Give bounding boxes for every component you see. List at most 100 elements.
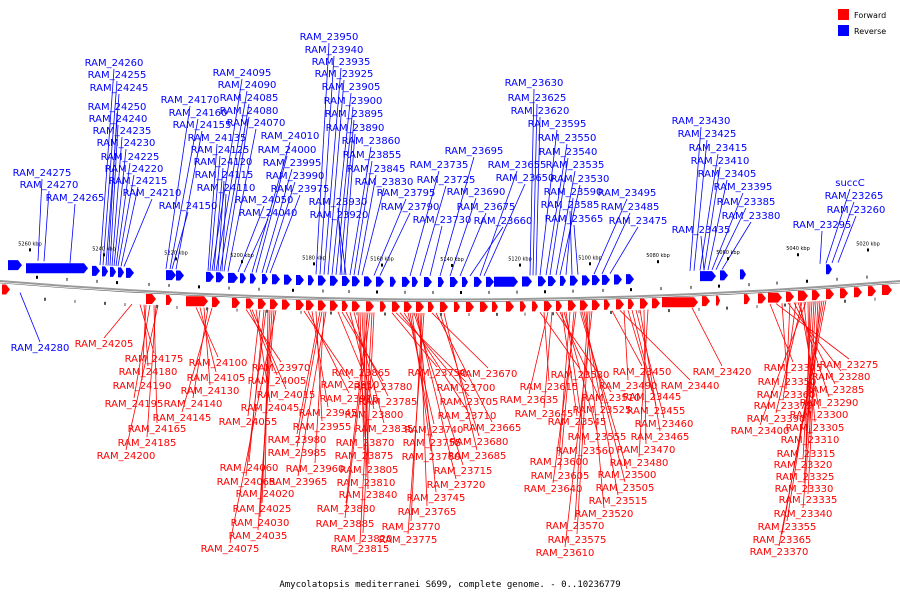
forward-gene-label: RAM_24020 <box>236 489 295 500</box>
track-tick <box>176 305 178 309</box>
forward-leader-line <box>799 302 820 410</box>
forward-leader-line <box>395 312 467 383</box>
forward-gene-label: RAM_23285 <box>806 385 865 396</box>
forward-gene-label: RAM_23750 <box>408 368 467 379</box>
reverse-gene-feature <box>538 276 546 287</box>
forward-gene-label: RAM_23840 <box>339 490 398 501</box>
scale-tick <box>657 260 659 264</box>
forward-gene-feature <box>840 288 848 299</box>
forward-gene-feature <box>592 300 600 311</box>
forward-leader-line <box>199 307 217 373</box>
forward-leader-line <box>539 312 581 370</box>
forward-leader-line <box>337 311 362 368</box>
forward-gene-feature <box>758 293 766 304</box>
reverse-gene-label: RAM_24010 <box>261 131 320 142</box>
scale-label: 5240 kbp <box>92 246 116 252</box>
reverse-gene-label: RAM_24225 <box>101 152 160 163</box>
forward-gene-label: RAM_23440 <box>661 381 720 392</box>
scale-label: 5160 kbp <box>370 257 394 263</box>
forward-leader-line <box>192 307 209 399</box>
forward-gene-label: RAM_23775 <box>379 535 438 546</box>
forward-gene-feature <box>366 301 374 312</box>
reverse-gene-label: RAM_23380 <box>722 211 781 222</box>
reverse-gene-feature <box>318 275 326 286</box>
forward-gene-feature <box>258 298 266 309</box>
genome-caption: Amycolatopsis mediterranei S699, complet… <box>279 580 620 590</box>
forward-gene-label: RAM_23420 <box>693 367 752 378</box>
forward-gene-label: RAM_23765 <box>398 507 457 518</box>
track-tick <box>156 304 158 308</box>
reverse-leader-line <box>217 180 225 272</box>
forward-gene-feature <box>854 287 862 298</box>
forward-leader-line <box>311 311 329 408</box>
reverse-gene-label: RAM_23395 <box>714 182 773 193</box>
reverse-leader-line <box>700 235 705 271</box>
scale-tick <box>313 262 315 266</box>
forward-gene-feature <box>318 300 326 311</box>
forward-gene-feature <box>532 301 538 312</box>
forward-leader-line <box>345 312 369 504</box>
track-tick <box>236 308 238 312</box>
forward-leader-line <box>315 311 323 422</box>
reverse-gene-feature <box>424 276 432 287</box>
forward-gene-label: RAM_23460 <box>635 419 694 430</box>
forward-leader-line <box>407 312 425 535</box>
forward-gene-label: RAM_23960 <box>286 464 345 475</box>
reverse-gene-label: RAM_23675 <box>457 202 516 213</box>
reverse-gene-feature <box>296 275 304 285</box>
forward-gene-label: RAM_24105 <box>187 373 246 384</box>
forward-gene-label: RAM_24145 <box>153 413 212 424</box>
forward-gene-label: RAM_23600 <box>530 457 589 468</box>
forward-leader-line <box>558 311 571 457</box>
reverse-gene-feature <box>352 276 360 287</box>
forward-gene-label: RAM_23370 <box>750 547 809 558</box>
reverse-gene-label: RAM_23940 <box>305 45 364 56</box>
forward-gene-label: RAM_23280 <box>812 372 871 383</box>
reverse-leader-line <box>569 210 573 275</box>
track-tick <box>348 290 350 294</box>
reverse-leader-line <box>529 88 535 276</box>
reverse-gene-label: RAM_23405 <box>698 169 757 180</box>
track-tick <box>116 281 118 285</box>
reverse-gene-feature <box>560 275 566 286</box>
track-tick <box>266 309 268 313</box>
reverse-leader-line <box>545 143 568 276</box>
forward-gene-label: RAM_23640 <box>524 484 583 495</box>
reverse-gene-feature <box>272 274 280 285</box>
track-tick <box>844 299 846 303</box>
forward-gene-label: RAM_23520 <box>575 509 634 520</box>
reverse-gene-label: RAM_23990 <box>266 171 325 182</box>
forward-leader-line <box>543 312 550 382</box>
forward-gene-label: RAM_23355 <box>758 522 817 533</box>
forward-gene-feature <box>744 294 750 305</box>
reverse-gene-label: RAM_24115 <box>195 170 254 181</box>
scale-tick <box>727 257 729 261</box>
reverse-leader-line <box>429 225 443 277</box>
reverse-leader-line <box>532 103 538 276</box>
scale-label: 5200 kbp <box>230 253 254 259</box>
track-tick <box>544 290 546 294</box>
forward-leader-line <box>565 311 586 446</box>
reverse-gene-label: RAM_24150 <box>159 201 218 212</box>
forward-leader-line <box>345 311 389 397</box>
reverse-gene-label: RAM_24270 <box>20 180 79 191</box>
forward-gene-label: RAM_23710 <box>438 411 497 422</box>
forward-gene-label: RAM_23275 <box>820 360 879 371</box>
reverse-gene-feature <box>206 271 214 282</box>
forward-gene-feature <box>786 291 794 302</box>
reverse-gene-feature <box>118 267 124 278</box>
reverse-gene-feature <box>412 276 418 287</box>
forward-leader-line <box>775 301 803 414</box>
forward-gene-feature <box>520 301 526 312</box>
forward-gene-label: RAM_23290 <box>800 398 859 409</box>
reverse-gene-label: RAM_23830 <box>355 177 414 188</box>
reverse-gene-feature <box>462 276 468 287</box>
forward-gene-label: RAM_24180 <box>119 367 178 378</box>
reverse-gene-label: RAM_23410 <box>691 156 750 167</box>
scale-tick <box>797 253 799 257</box>
reverse-gene-feature <box>720 270 728 281</box>
forward-gene-feature <box>492 301 498 312</box>
reverse-gene-label: RAM_24085 <box>220 93 279 104</box>
forward-gene-label: RAM_23510 <box>582 393 641 404</box>
